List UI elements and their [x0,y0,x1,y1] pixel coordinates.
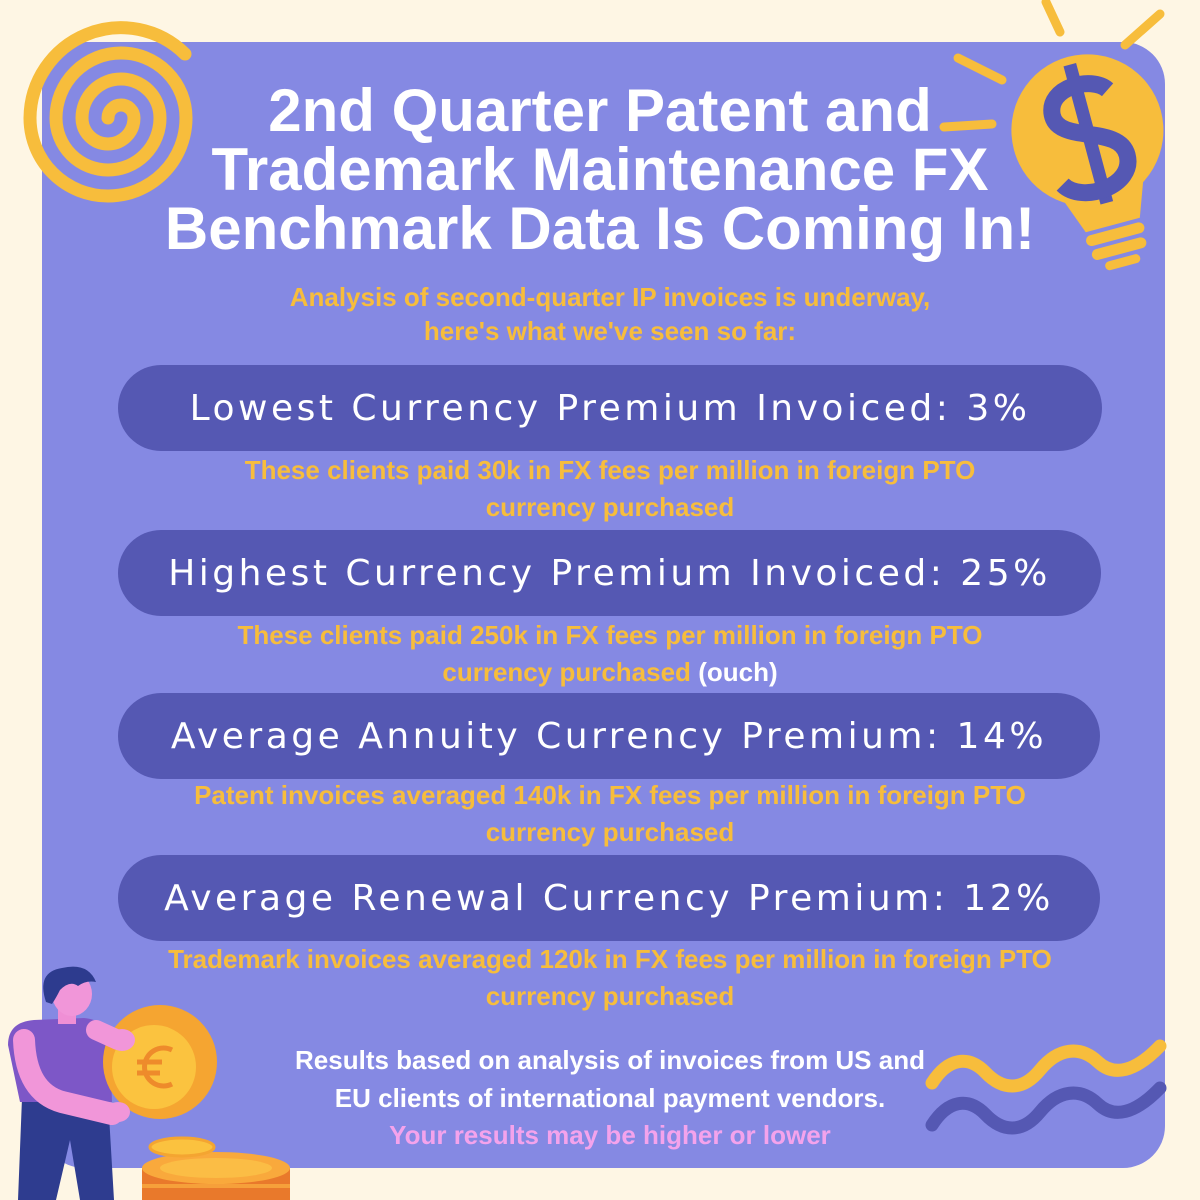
footer-note: Your results may be higher or lower [389,1120,831,1150]
stat-detail-lowest-premium: These clients paid 30k in FX fees per mi… [120,452,1100,526]
stat-detail-line: currency purchased [485,981,735,1011]
title-line: Trademark Maintenance FX [211,136,989,203]
stat-detail-line: Patent invoices averaged 140k in FX fees… [194,780,1026,810]
stat-detail-line: currency purchased (ouch) [120,654,1100,691]
stat-detail-renewal-premium: Trademark invoices averaged 120k in FX f… [120,941,1100,1015]
footer-disclaimer: Results based on analysis of invoices fr… [120,1042,1100,1155]
stat-detail-line: Trademark invoices averaged 120k in FX f… [168,944,1052,974]
light-ray [1041,0,1065,37]
subtitle: Analysis of second-quarter IP invoices i… [120,280,1100,348]
stat-pill-renewal-premium: Average Renewal Currency Premium: 12% [118,855,1100,941]
light-ray [1120,9,1165,50]
title-line: Benchmark Data Is Coming In! [164,195,1036,262]
stat-label: Highest Currency Premium Invoiced: 25% [168,552,1051,594]
footer-line: EU clients of international payment vend… [334,1082,886,1113]
stat-detail-highest-premium: These clients paid 250k in FX fees per m… [120,617,1100,691]
footer-line: Results based on analysis of invoices fr… [295,1045,925,1075]
stat-pill-lowest-premium: Lowest Currency Premium Invoiced: 3% [118,365,1102,451]
stat-label: Average Annuity Currency Premium: 14% [170,715,1048,757]
stat-pill-highest-premium: Highest Currency Premium Invoiced: 25% [118,530,1101,616]
stat-label: Lowest Currency Premium Invoiced: 3% [189,387,1031,429]
stat-detail-text: currency purchased [442,657,691,687]
page-title: 2nd Quarter Patent and Trademark Mainten… [0,77,1200,262]
subtitle-line: here's what we've seen so far: [423,316,797,346]
stat-detail-annuity-premium: Patent invoices averaged 140k in FX fees… [120,777,1100,851]
title-line: 2nd Quarter Patent and [268,77,932,144]
stat-detail-line: currency purchased [485,817,735,847]
stat-label: Average Renewal Currency Premium: 12% [164,877,1054,919]
stat-detail-aside: (ouch) [698,657,778,687]
subtitle-line: Analysis of second-quarter IP invoices i… [289,282,931,312]
stat-detail-line: These clients paid 250k in FX fees per m… [237,620,983,650]
stat-pill-annuity-premium: Average Annuity Currency Premium: 14% [118,693,1100,779]
stat-detail-line: These clients paid 30k in FX fees per mi… [244,455,976,485]
stat-detail-line: currency purchased [485,492,735,522]
